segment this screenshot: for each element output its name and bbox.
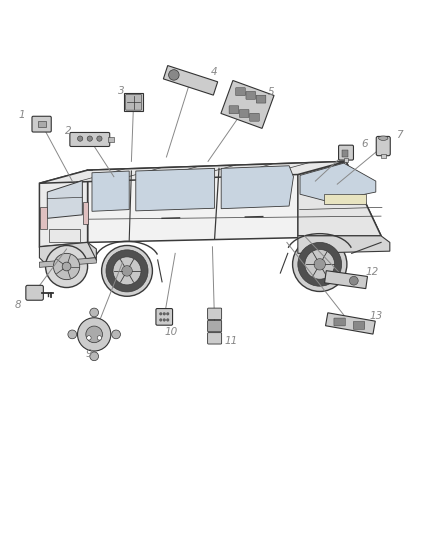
Text: 13: 13 xyxy=(369,311,382,320)
Circle shape xyxy=(68,330,77,339)
Circle shape xyxy=(97,336,102,340)
FancyBboxPatch shape xyxy=(156,309,173,325)
Polygon shape xyxy=(221,166,293,209)
Circle shape xyxy=(62,262,71,271)
FancyBboxPatch shape xyxy=(208,333,222,344)
FancyBboxPatch shape xyxy=(256,95,266,103)
Circle shape xyxy=(87,336,91,340)
FancyBboxPatch shape xyxy=(32,116,51,132)
Bar xyxy=(124,93,143,111)
Bar xyxy=(83,202,88,224)
Bar xyxy=(381,154,386,158)
Circle shape xyxy=(159,312,162,315)
Polygon shape xyxy=(298,236,390,253)
Circle shape xyxy=(293,237,347,292)
Polygon shape xyxy=(39,161,346,183)
Polygon shape xyxy=(163,66,218,95)
Circle shape xyxy=(97,136,102,141)
Text: 10: 10 xyxy=(164,327,177,337)
Bar xyxy=(109,137,114,142)
Polygon shape xyxy=(92,171,129,211)
Polygon shape xyxy=(298,161,381,236)
Polygon shape xyxy=(47,181,82,219)
FancyBboxPatch shape xyxy=(376,136,390,156)
FancyBboxPatch shape xyxy=(353,321,365,329)
Circle shape xyxy=(163,319,166,321)
Polygon shape xyxy=(39,170,88,247)
Bar xyxy=(344,158,348,162)
Polygon shape xyxy=(39,243,96,262)
FancyBboxPatch shape xyxy=(208,320,222,332)
Polygon shape xyxy=(136,168,215,211)
FancyBboxPatch shape xyxy=(239,110,249,117)
Circle shape xyxy=(166,319,169,321)
Text: 6: 6 xyxy=(361,139,368,149)
FancyBboxPatch shape xyxy=(236,88,245,95)
Bar xyxy=(342,150,348,157)
Circle shape xyxy=(78,318,111,351)
Text: 1: 1 xyxy=(18,110,25,120)
Circle shape xyxy=(350,276,358,285)
FancyBboxPatch shape xyxy=(126,94,141,110)
FancyBboxPatch shape xyxy=(339,145,353,160)
Polygon shape xyxy=(325,313,375,334)
FancyBboxPatch shape xyxy=(208,308,222,319)
Circle shape xyxy=(166,312,169,315)
FancyBboxPatch shape xyxy=(229,106,239,114)
Circle shape xyxy=(113,257,141,285)
Text: 2: 2 xyxy=(64,126,71,136)
Text: 5: 5 xyxy=(267,87,274,97)
Circle shape xyxy=(90,352,99,361)
Circle shape xyxy=(298,243,342,286)
Circle shape xyxy=(112,330,120,339)
FancyBboxPatch shape xyxy=(250,114,259,121)
Circle shape xyxy=(86,326,102,343)
FancyBboxPatch shape xyxy=(334,318,345,326)
Circle shape xyxy=(159,319,162,321)
Bar xyxy=(40,207,47,229)
Circle shape xyxy=(46,246,88,287)
Circle shape xyxy=(102,246,152,296)
FancyBboxPatch shape xyxy=(246,92,256,99)
Bar xyxy=(38,121,46,127)
Circle shape xyxy=(314,259,325,270)
FancyBboxPatch shape xyxy=(70,133,110,147)
FancyBboxPatch shape xyxy=(26,285,43,300)
Text: 9: 9 xyxy=(85,349,92,359)
Polygon shape xyxy=(325,271,367,288)
Circle shape xyxy=(122,265,132,276)
Text: 8: 8 xyxy=(14,300,21,310)
Text: 3: 3 xyxy=(118,86,125,96)
Bar xyxy=(324,194,366,204)
Text: 7: 7 xyxy=(396,130,403,140)
Circle shape xyxy=(305,249,335,279)
Polygon shape xyxy=(39,258,96,268)
Ellipse shape xyxy=(378,136,388,140)
Circle shape xyxy=(106,250,148,292)
Text: 4: 4 xyxy=(211,67,218,77)
Circle shape xyxy=(87,136,92,141)
Circle shape xyxy=(53,253,80,280)
Circle shape xyxy=(169,70,179,80)
Circle shape xyxy=(78,136,83,141)
Bar xyxy=(49,229,80,243)
Text: 11: 11 xyxy=(225,336,238,346)
Text: 12: 12 xyxy=(366,266,379,277)
Circle shape xyxy=(163,312,166,315)
Polygon shape xyxy=(300,163,376,201)
Circle shape xyxy=(90,308,99,317)
Polygon shape xyxy=(221,80,274,128)
Polygon shape xyxy=(88,161,381,243)
